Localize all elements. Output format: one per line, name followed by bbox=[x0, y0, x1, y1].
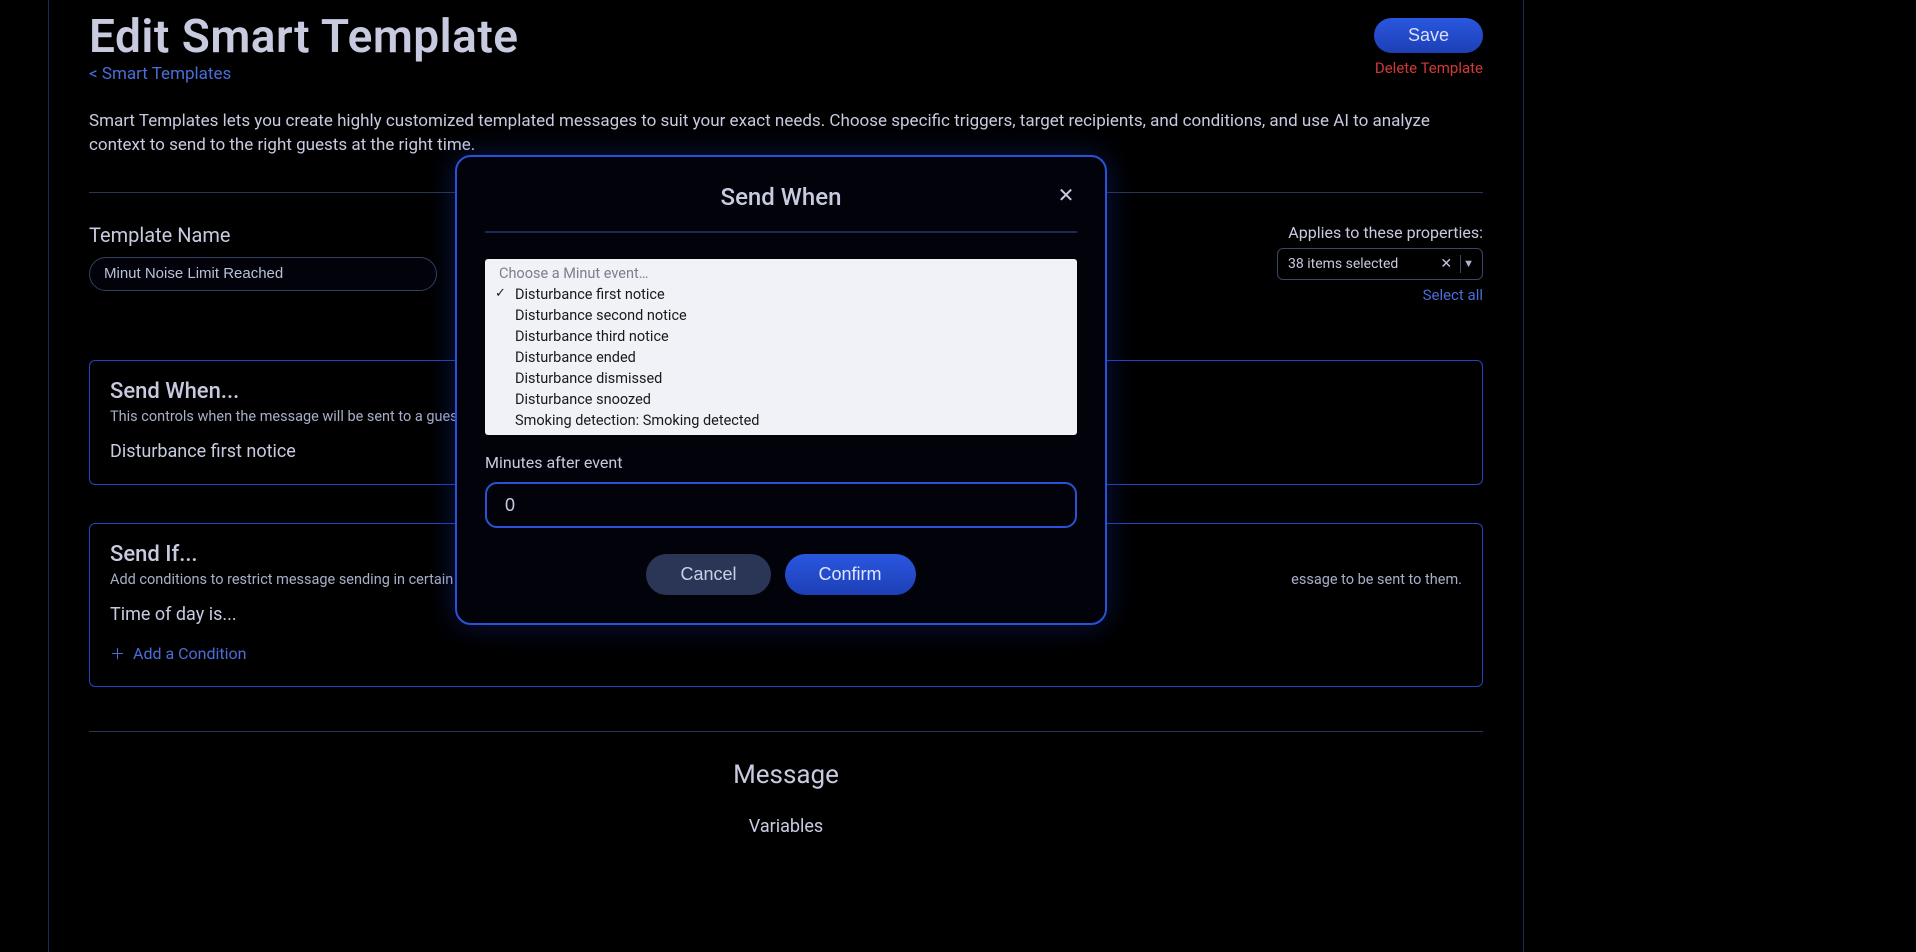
plus-icon: ＋ bbox=[110, 643, 125, 664]
send-when-modal: Send When ✕ Choose a Minut event… Distur… bbox=[455, 155, 1107, 625]
modal-actions: Cancel Confirm bbox=[485, 554, 1077, 595]
modal-header: Send When ✕ bbox=[485, 183, 1077, 233]
confirm-button[interactable]: Confirm bbox=[785, 554, 916, 595]
send-if-subtitle-left: Add conditions to restrict message sendi… bbox=[110, 571, 481, 588]
breadcrumb-link[interactable]: < Smart Templates bbox=[89, 64, 231, 84]
event-option-5[interactable]: Disturbance snoozed bbox=[485, 389, 1077, 410]
delete-template-link[interactable]: Delete Template bbox=[1375, 59, 1483, 77]
event-option-4[interactable]: Disturbance dismissed bbox=[485, 368, 1077, 389]
template-name-block: Template Name bbox=[89, 223, 437, 291]
header-left: Edit Smart Template < Smart Templates bbox=[89, 14, 519, 84]
clear-selection-icon[interactable]: ✕ bbox=[1440, 256, 1452, 272]
select-all-link[interactable]: Select all bbox=[1277, 286, 1483, 304]
applies-select[interactable]: 38 items selected ✕ ▼ bbox=[1277, 248, 1483, 280]
cancel-button[interactable]: Cancel bbox=[646, 554, 770, 595]
event-option-0[interactable]: Disturbance first notice bbox=[485, 284, 1077, 305]
modal-title: Send When bbox=[721, 183, 842, 211]
template-name-input[interactable] bbox=[89, 257, 437, 291]
minutes-after-label: Minutes after event bbox=[485, 453, 1077, 472]
save-button[interactable]: Save bbox=[1374, 18, 1483, 53]
applies-selected-text: 38 items selected bbox=[1288, 256, 1398, 272]
close-icon[interactable]: ✕ bbox=[1055, 185, 1077, 207]
template-name-label: Template Name bbox=[89, 223, 437, 247]
send-if-subtitle-right: essage to be sent to them. bbox=[1291, 571, 1462, 588]
event-select-list[interactable]: Choose a Minut event… Disturbance first … bbox=[485, 259, 1077, 435]
event-select-placeholder: Choose a Minut event… bbox=[485, 263, 1077, 284]
event-option-6[interactable]: Smoking detection: Smoking detected bbox=[485, 410, 1077, 431]
applies-divider bbox=[1460, 255, 1461, 273]
applies-block: Applies to these properties: 38 items se… bbox=[1277, 223, 1483, 304]
chevron-down-icon[interactable]: ▼ bbox=[1463, 257, 1474, 270]
add-condition-label: Add a Condition bbox=[133, 644, 247, 663]
header-right: Save Delete Template bbox=[1374, 14, 1483, 77]
page-title: Edit Smart Template bbox=[89, 14, 519, 60]
intro-text: Smart Templates lets you create highly c… bbox=[89, 110, 1479, 158]
applies-label: Applies to these properties: bbox=[1277, 223, 1483, 242]
minutes-after-input[interactable] bbox=[485, 482, 1077, 528]
header-row: Edit Smart Template < Smart Templates Sa… bbox=[89, 14, 1483, 84]
variables-heading: Variables bbox=[89, 816, 1483, 837]
event-option-2[interactable]: Disturbance third notice bbox=[485, 326, 1077, 347]
divider-2 bbox=[89, 731, 1483, 732]
event-option-3[interactable]: Disturbance ended bbox=[485, 347, 1077, 368]
event-option-1[interactable]: Disturbance second notice bbox=[485, 305, 1077, 326]
message-heading: Message bbox=[89, 760, 1483, 790]
add-condition-button[interactable]: ＋ Add a Condition bbox=[110, 643, 1462, 664]
